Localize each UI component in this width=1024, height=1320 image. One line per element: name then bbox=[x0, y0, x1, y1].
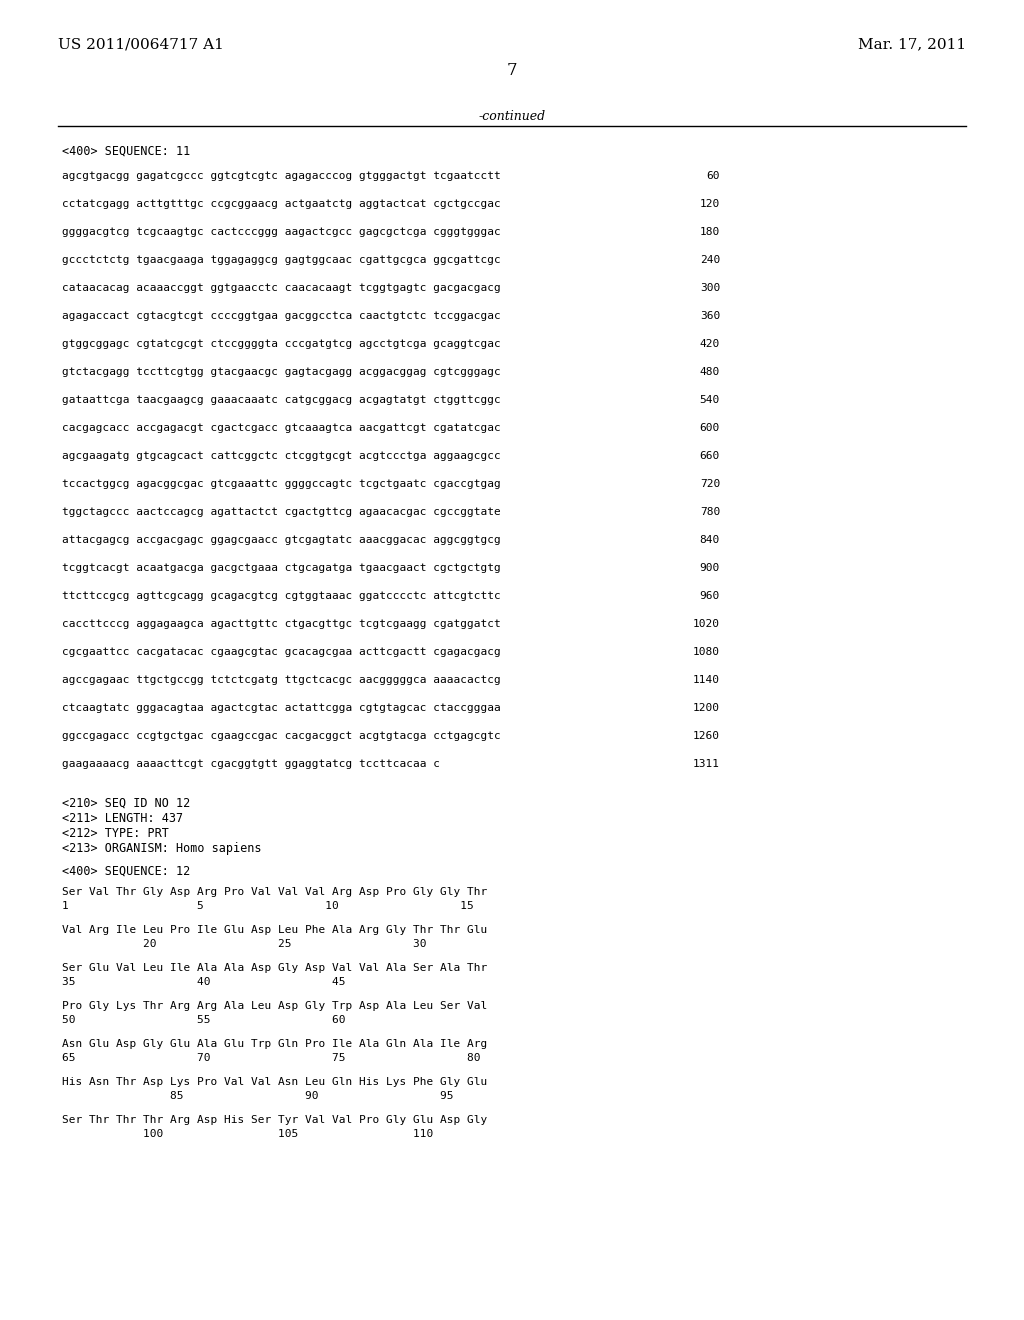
Text: 100                 105                 110: 100 105 110 bbox=[62, 1129, 433, 1139]
Text: ggccgagacc ccgtgctgac cgaagccgac cacgacggct acgtgtacga cctgagcgtc: ggccgagacc ccgtgctgac cgaagccgac cacgacg… bbox=[62, 731, 501, 741]
Text: 120: 120 bbox=[699, 199, 720, 209]
Text: 1200: 1200 bbox=[693, 704, 720, 713]
Text: 420: 420 bbox=[699, 339, 720, 348]
Text: <211> LENGTH: 437: <211> LENGTH: 437 bbox=[62, 812, 183, 825]
Text: 960: 960 bbox=[699, 591, 720, 601]
Text: <400> SEQUENCE: 11: <400> SEQUENCE: 11 bbox=[62, 145, 190, 158]
Text: 1140: 1140 bbox=[693, 675, 720, 685]
Text: 1260: 1260 bbox=[693, 731, 720, 741]
Text: cataacacag acaaaccggt ggtgaacctc caacacaagt tcggtgagtc gacgacgacg: cataacacag acaaaccggt ggtgaacctc caacaca… bbox=[62, 282, 501, 293]
Text: Val Arg Ile Leu Pro Ile Glu Asp Leu Phe Ala Arg Gly Thr Thr Glu: Val Arg Ile Leu Pro Ile Glu Asp Leu Phe … bbox=[62, 925, 487, 935]
Text: -continued: -continued bbox=[478, 110, 546, 123]
Text: attacgagcg accgacgagc ggagcgaacc gtcgagtatc aaacggacac aggcggtgcg: attacgagcg accgacgagc ggagcgaacc gtcgagt… bbox=[62, 535, 501, 545]
Text: 840: 840 bbox=[699, 535, 720, 545]
Text: 180: 180 bbox=[699, 227, 720, 238]
Text: cgcgaattcc cacgatacac cgaagcgtac gcacagcgaa acttcgactt cgagacgacg: cgcgaattcc cacgatacac cgaagcgtac gcacagc… bbox=[62, 647, 501, 657]
Text: ctcaagtatc gggacagtaa agactcgtac actattcgga cgtgtagcac ctaccgggaa: ctcaagtatc gggacagtaa agactcgtac actattc… bbox=[62, 704, 501, 713]
Text: US 2011/0064717 A1: US 2011/0064717 A1 bbox=[58, 37, 224, 51]
Text: Pro Gly Lys Thr Arg Arg Ala Leu Asp Gly Trp Asp Ala Leu Ser Val: Pro Gly Lys Thr Arg Arg Ala Leu Asp Gly … bbox=[62, 1001, 487, 1011]
Text: 7: 7 bbox=[507, 62, 517, 79]
Text: <210> SEQ ID NO 12: <210> SEQ ID NO 12 bbox=[62, 797, 190, 810]
Text: 240: 240 bbox=[699, 255, 720, 265]
Text: 360: 360 bbox=[699, 312, 720, 321]
Text: Mar. 17, 2011: Mar. 17, 2011 bbox=[858, 37, 966, 51]
Text: 1311: 1311 bbox=[693, 759, 720, 770]
Text: ttcttccgcg agttcgcagg gcagacgtcg cgtggtaaac ggatcccctc attcgtcttc: ttcttccgcg agttcgcagg gcagacgtcg cgtggta… bbox=[62, 591, 501, 601]
Text: cacgagcacc accgagacgt cgactcgacc gtcaaagtca aacgattcgt cgatatcgac: cacgagcacc accgagacgt cgactcgacc gtcaaag… bbox=[62, 422, 501, 433]
Text: gataattcga taacgaagcg gaaacaaatc catgcggacg acgagtatgt ctggttcggc: gataattcga taacgaagcg gaaacaaatc catgcgg… bbox=[62, 395, 501, 405]
Text: 480: 480 bbox=[699, 367, 720, 378]
Text: 85                  90                  95: 85 90 95 bbox=[62, 1092, 454, 1101]
Text: ggggacgtcg tcgcaagtgc cactcccggg aagactcgcc gagcgctcga cgggtgggac: ggggacgtcg tcgcaagtgc cactcccggg aagactc… bbox=[62, 227, 501, 238]
Text: 20                  25                  30: 20 25 30 bbox=[62, 939, 427, 949]
Text: agccgagaac ttgctgccgg tctctcgatg ttgctcacgc aacgggggca aaaacactcg: agccgagaac ttgctgccgg tctctcgatg ttgctca… bbox=[62, 675, 501, 685]
Text: 65                  70                  75                  80: 65 70 75 80 bbox=[62, 1053, 480, 1063]
Text: <213> ORGANISM: Homo sapiens: <213> ORGANISM: Homo sapiens bbox=[62, 842, 261, 855]
Text: Asn Glu Asp Gly Glu Ala Glu Trp Gln Pro Ile Ala Gln Ala Ile Arg: Asn Glu Asp Gly Glu Ala Glu Trp Gln Pro … bbox=[62, 1039, 487, 1049]
Text: 780: 780 bbox=[699, 507, 720, 517]
Text: 720: 720 bbox=[699, 479, 720, 488]
Text: Ser Thr Thr Thr Arg Asp His Ser Tyr Val Val Pro Gly Glu Asp Gly: Ser Thr Thr Thr Arg Asp His Ser Tyr Val … bbox=[62, 1115, 487, 1125]
Text: His Asn Thr Asp Lys Pro Val Val Asn Leu Gln His Lys Phe Gly Glu: His Asn Thr Asp Lys Pro Val Val Asn Leu … bbox=[62, 1077, 487, 1086]
Text: gtctacgagg tccttcgtgg gtacgaacgc gagtacgagg acggacggag cgtcgggagc: gtctacgagg tccttcgtgg gtacgaacgc gagtacg… bbox=[62, 367, 501, 378]
Text: gtggcggagc cgtatcgcgt ctccggggta cccgatgtcg agcctgtcga gcaggtcgac: gtggcggagc cgtatcgcgt ctccggggta cccgatg… bbox=[62, 339, 501, 348]
Text: tcggtcacgt acaatgacga gacgctgaaa ctgcagatga tgaacgaact cgctgctgtg: tcggtcacgt acaatgacga gacgctgaaa ctgcaga… bbox=[62, 564, 501, 573]
Text: agcgtgacgg gagatcgccc ggtcgtcgtc agagacccog gtgggactgt tcgaatcctt: agcgtgacgg gagatcgccc ggtcgtcgtc agagacc… bbox=[62, 172, 501, 181]
Text: 1                   5                  10                  15: 1 5 10 15 bbox=[62, 902, 474, 911]
Text: gaagaaaacg aaaacttcgt cgacggtgtt ggaggtatcg tccttcacaa c: gaagaaaacg aaaacttcgt cgacggtgtt ggaggta… bbox=[62, 759, 440, 770]
Text: 300: 300 bbox=[699, 282, 720, 293]
Text: 60: 60 bbox=[707, 172, 720, 181]
Text: caccttcccg aggagaagca agacttgttc ctgacgttgc tcgtcgaagg cgatggatct: caccttcccg aggagaagca agacttgttc ctgacgt… bbox=[62, 619, 501, 630]
Text: <400> SEQUENCE: 12: <400> SEQUENCE: 12 bbox=[62, 865, 190, 878]
Text: Ser Val Thr Gly Asp Arg Pro Val Val Val Arg Asp Pro Gly Gly Thr: Ser Val Thr Gly Asp Arg Pro Val Val Val … bbox=[62, 887, 487, 898]
Text: <212> TYPE: PRT: <212> TYPE: PRT bbox=[62, 828, 169, 840]
Text: agagaccact cgtacgtcgt ccccggtgaa gacggcctca caactgtctc tccggacgac: agagaccact cgtacgtcgt ccccggtgaa gacggcc… bbox=[62, 312, 501, 321]
Text: 660: 660 bbox=[699, 451, 720, 461]
Text: 50                  55                  60: 50 55 60 bbox=[62, 1015, 345, 1026]
Text: 540: 540 bbox=[699, 395, 720, 405]
Text: tggctagccc aactccagcg agattactct cgactgttcg agaacacgac cgccggtate: tggctagccc aactccagcg agattactct cgactgt… bbox=[62, 507, 501, 517]
Text: gccctctctg tgaacgaaga tggagaggcg gagtggcaac cgattgcgca ggcgattcgc: gccctctctg tgaacgaaga tggagaggcg gagtggc… bbox=[62, 255, 501, 265]
Text: tccactggcg agacggcgac gtcgaaattc ggggccagtc tcgctgaatc cgaccgtgag: tccactggcg agacggcgac gtcgaaattc ggggcca… bbox=[62, 479, 501, 488]
Text: Ser Glu Val Leu Ile Ala Ala Asp Gly Asp Val Val Ala Ser Ala Thr: Ser Glu Val Leu Ile Ala Ala Asp Gly Asp … bbox=[62, 964, 487, 973]
Text: 1020: 1020 bbox=[693, 619, 720, 630]
Text: 35                  40                  45: 35 40 45 bbox=[62, 977, 345, 987]
Text: 1080: 1080 bbox=[693, 647, 720, 657]
Text: cctatcgagg acttgtttgc ccgcggaacg actgaatctg aggtactcat cgctgccgac: cctatcgagg acttgtttgc ccgcggaacg actgaat… bbox=[62, 199, 501, 209]
Text: 900: 900 bbox=[699, 564, 720, 573]
Text: 600: 600 bbox=[699, 422, 720, 433]
Text: agcgaagatg gtgcagcact cattcggctc ctcggtgcgt acgtccctga aggaagcgcc: agcgaagatg gtgcagcact cattcggctc ctcggtg… bbox=[62, 451, 501, 461]
